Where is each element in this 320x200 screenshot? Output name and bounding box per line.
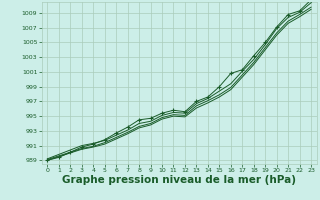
X-axis label: Graphe pression niveau de la mer (hPa): Graphe pression niveau de la mer (hPa) bbox=[62, 175, 296, 185]
